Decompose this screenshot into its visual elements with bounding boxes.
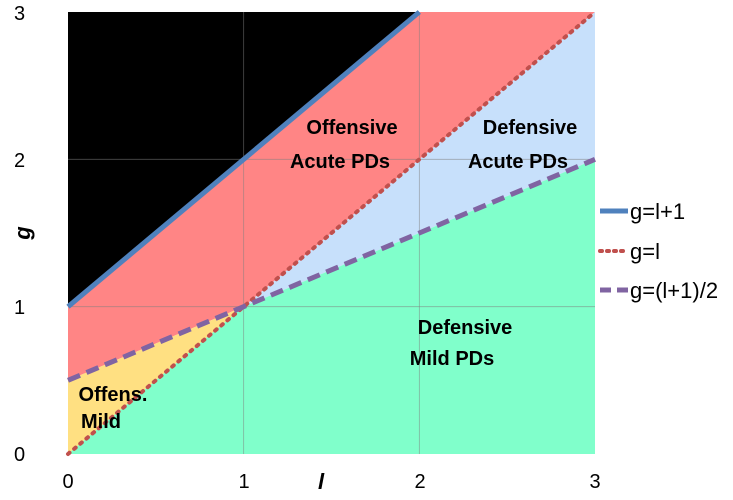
- y-tick-3: 3: [14, 3, 25, 25]
- y-tick-labels: 0 1 2 3: [14, 3, 25, 466]
- label-offensive-acute: Offensive: [306, 117, 397, 139]
- label-offensive-mild-2: Mild: [81, 411, 121, 433]
- label-defensive-mild-2: Mild PDs: [410, 348, 494, 370]
- y-tick-1: 1: [14, 297, 25, 319]
- series-line-1: [66, 10, 421, 309]
- x-tick-labels: 0 1 2 3: [62, 471, 600, 493]
- y-axis-title: g: [10, 226, 35, 241]
- legend-label-3: g=(l+1)/2: [630, 278, 718, 303]
- x-tick-0: 0: [62, 471, 73, 493]
- label-defensive-mild: Defensive: [418, 317, 513, 339]
- label-offensive-acute-2: Acute PDs: [290, 151, 390, 173]
- label-defensive-acute-2: Acute PDs: [468, 151, 568, 173]
- series-line-3: [67, 157, 596, 383]
- legend-label-1: g=l+1: [630, 199, 685, 224]
- x-axis-title: l: [318, 469, 325, 494]
- x-tick-3: 3: [589, 471, 600, 493]
- legend-label-2: g=l: [630, 239, 660, 264]
- x-tick-2: 2: [414, 471, 425, 493]
- legend: g=l+1 g=l g=(l+1)/2: [598, 199, 718, 303]
- region-offensive-acute: [68, 12, 595, 381]
- series-lines: [66, 10, 597, 456]
- region-labels: Offensive Acute PDs Defensive Acute PDs …: [79, 117, 578, 433]
- y-tick-2: 2: [14, 150, 25, 172]
- series-line-2: [66, 10, 597, 456]
- label-offensive-mild: Offens.: [79, 384, 148, 406]
- x-tick-1: 1: [238, 471, 249, 493]
- y-tick-0: 0: [14, 444, 25, 466]
- label-defensive-acute: Defensive: [483, 117, 578, 139]
